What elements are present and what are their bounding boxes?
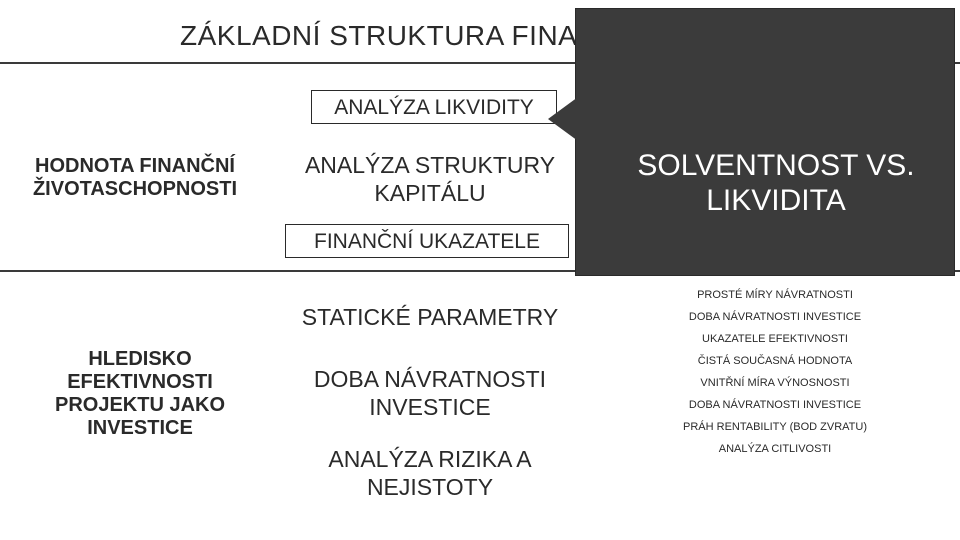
- box-liquidity-analysis: ANALÝZA LIKVIDITY: [311, 90, 557, 124]
- list-item: DOBA NÁVRATNOSTI INVESTICE: [610, 394, 940, 416]
- callout-text: SOLVENTNOST VS. LIKVIDITA: [626, 149, 926, 218]
- list-item: VNITŘNÍ MÍRA VÝNOSNOSTI: [610, 372, 940, 394]
- slide: ZÁKLADNÍ STRUKTURA FINANČNÍ ANALÝZY HODN…: [0, 0, 960, 540]
- label-static-parameters: STATICKÉ PARAMETRY: [270, 304, 590, 331]
- left-label-viability: HODNOTA FINANČNÍ ŽIVOTASCHOPNOSTI: [20, 155, 250, 201]
- list-item: ČISTÁ SOUČASNÁ HODNOTA: [610, 350, 940, 372]
- left-label-efficiency: HLEDISKO EFEKTIVNOSTI PROJEKTU JAKO INVE…: [30, 348, 250, 440]
- label-payback-period: DOBA NÁVRATNOSTI INVESTICE: [270, 366, 590, 421]
- list-item: PROSTÉ MÍRY NÁVRATNOSTI: [610, 284, 940, 306]
- list-item: PRÁH RENTABILITY (BOD ZVRATU): [610, 416, 940, 438]
- callout-pointer-icon: [548, 97, 578, 141]
- list-item: ANALÝZA CITLIVOSTI: [610, 438, 940, 460]
- list-item: UKAZATELE EFEKTIVNOSTI: [610, 328, 940, 350]
- label-risk-analysis: ANALÝZA RIZIKA A NEJISTOTY: [270, 446, 590, 501]
- right-list: PROSTÉ MÍRY NÁVRATNOSTI DOBA NÁVRATNOSTI…: [610, 284, 940, 460]
- callout-box: SOLVENTNOST VS. LIKVIDITA: [575, 8, 955, 276]
- box-financial-indicators: FINANČNÍ UKAZATELE: [285, 224, 569, 258]
- list-item: DOBA NÁVRATNOSTI INVESTICE: [610, 306, 940, 328]
- label-capital-structure: ANALÝZA STRUKTURY KAPITÁLU: [270, 152, 590, 207]
